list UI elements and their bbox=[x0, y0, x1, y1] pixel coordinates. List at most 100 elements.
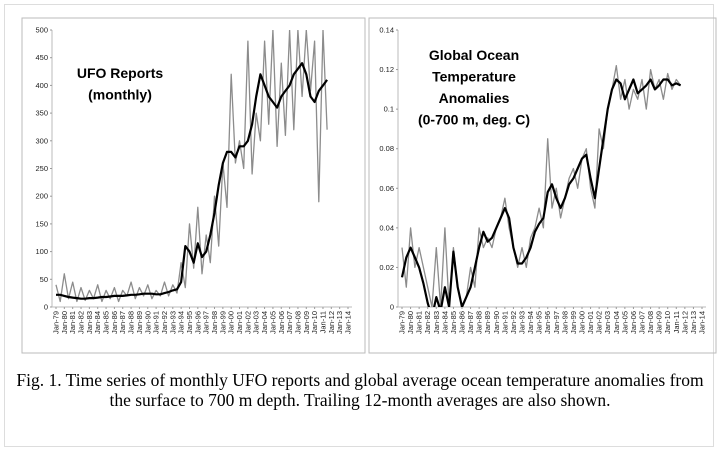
x-tick-label: Jan-03 bbox=[252, 311, 261, 334]
x-tick-label: Jan-99 bbox=[569, 311, 578, 334]
x-tick-label: Jan-98 bbox=[210, 311, 219, 334]
x-tick-label: Jan-03 bbox=[603, 311, 612, 334]
x-tick-label: Jan-08 bbox=[293, 311, 302, 334]
x-tick-label: Jan-13 bbox=[335, 311, 344, 334]
x-tick-label: Jan-06 bbox=[629, 311, 638, 334]
x-tick-label: Jan-80 bbox=[60, 311, 69, 334]
x-tick-label: Jan-07 bbox=[638, 311, 647, 334]
x-tick-label: Jan-84 bbox=[93, 311, 102, 334]
series-line bbox=[56, 62, 328, 300]
x-tick-label: Jan-81 bbox=[415, 311, 424, 334]
x-tick-label: Jan-96 bbox=[543, 311, 552, 334]
x-tick-label: Jan-07 bbox=[285, 311, 294, 334]
x-tick-label: Jan-83 bbox=[432, 311, 441, 334]
x-tick-label: Jan-96 bbox=[193, 311, 202, 334]
annotation: Global Ocean bbox=[429, 47, 519, 63]
x-tick-label: Jan-84 bbox=[440, 311, 449, 334]
y-tick-label: 0.14 bbox=[379, 26, 394, 35]
x-tick-label: Jan-06 bbox=[277, 311, 286, 334]
x-tick-label: Jan-79 bbox=[398, 311, 407, 334]
y-tick-label: 0.02 bbox=[379, 263, 394, 272]
x-tick-label: Jan-94 bbox=[526, 311, 535, 334]
annotation: Temperature bbox=[432, 69, 516, 85]
x-tick-label: Jan-85 bbox=[449, 311, 458, 334]
x-tick-label: Jan-12 bbox=[327, 311, 336, 334]
x-tick-label: Jan-80 bbox=[406, 311, 415, 334]
x-tick-label: Jan-13 bbox=[689, 311, 698, 334]
x-tick-label: Jan-12 bbox=[680, 311, 689, 334]
y-tick-label: 250 bbox=[35, 164, 48, 173]
y-tick-label: 0 bbox=[44, 303, 48, 312]
panel-border bbox=[21, 17, 366, 354]
annotation: (0-700 m, deg. C) bbox=[418, 112, 530, 128]
y-tick-label: 0 bbox=[390, 303, 394, 312]
y-tick-label: 450 bbox=[35, 53, 48, 62]
x-tick-label: Jan-94 bbox=[177, 311, 186, 334]
y-tick-label: 0.06 bbox=[379, 184, 394, 193]
series-line bbox=[55, 30, 328, 303]
x-tick-label: Jan-82 bbox=[77, 311, 86, 334]
y-tick-label: 0.12 bbox=[379, 65, 394, 74]
caption: Fig. 1. Time series of monthly UFO repor… bbox=[16, 370, 704, 410]
x-tick-label: Jan-86 bbox=[110, 311, 119, 334]
x-tick-label: Jan-87 bbox=[466, 311, 475, 334]
x-tick-label: Jan-90 bbox=[143, 311, 152, 334]
x-tick-label: Jan-85 bbox=[102, 311, 111, 334]
x-tick-label: Jan-90 bbox=[492, 311, 501, 334]
x-tick-label: Jan-95 bbox=[535, 311, 544, 334]
x-tick-label: Jan-91 bbox=[500, 311, 509, 334]
y-tick-label: 0.04 bbox=[379, 223, 394, 232]
x-tick-label: Jan-91 bbox=[152, 311, 161, 334]
x-tick-label: Jan-09 bbox=[655, 311, 664, 334]
x-tick-label: Jan-86 bbox=[458, 311, 467, 334]
x-tick-label: Jan-00 bbox=[578, 311, 587, 334]
y-tick-label: 400 bbox=[35, 81, 48, 90]
x-tick-label: Jan-01 bbox=[235, 311, 244, 334]
x-tick-label: Jan-92 bbox=[160, 311, 169, 334]
x-tick-label: Jan-81 bbox=[68, 311, 77, 334]
y-tick-label: 200 bbox=[35, 192, 48, 201]
x-tick-label: Jan-89 bbox=[135, 311, 144, 334]
panel-border bbox=[368, 17, 717, 354]
x-tick-label: Jan-82 bbox=[423, 311, 432, 334]
x-tick-label: Jan-04 bbox=[260, 311, 269, 334]
y-tick-label: 100 bbox=[35, 247, 48, 256]
x-tick-label: Jan-09 bbox=[302, 311, 311, 334]
x-tick-label: Jan-97 bbox=[552, 311, 561, 334]
y-tick-label: 150 bbox=[35, 219, 48, 228]
x-tick-label: Jan-11 bbox=[672, 311, 681, 333]
x-tick-label: Jan-98 bbox=[560, 311, 569, 334]
annotation: Anomalies bbox=[439, 90, 510, 106]
x-tick-label: Jan-93 bbox=[518, 311, 527, 334]
x-tick-label: Jan-04 bbox=[612, 311, 621, 334]
y-tick-label: 350 bbox=[35, 109, 48, 118]
x-tick-label: Jan-93 bbox=[168, 311, 177, 334]
annotation: (monthly) bbox=[88, 87, 152, 103]
x-tick-label: Jan-88 bbox=[127, 311, 136, 334]
x-tick-label: Jan-83 bbox=[85, 311, 94, 334]
y-tick-label: 500 bbox=[35, 26, 48, 35]
x-tick-label: Jan-11 bbox=[318, 311, 327, 333]
x-tick-label: Jan-02 bbox=[243, 311, 252, 334]
y-tick-label: 0.08 bbox=[379, 144, 394, 153]
series-line bbox=[401, 64, 682, 307]
x-tick-label: Jan-02 bbox=[595, 311, 604, 334]
x-tick-label: Jan-92 bbox=[509, 311, 518, 334]
y-tick-label: 50 bbox=[40, 275, 48, 284]
x-tick-label: Jan-99 bbox=[218, 311, 227, 334]
series-line bbox=[400, 78, 682, 307]
annotation: UFO Reports bbox=[77, 65, 164, 81]
y-tick-label: 300 bbox=[35, 136, 48, 145]
x-tick-label: Jan-08 bbox=[646, 311, 655, 334]
x-tick-label: Jan-79 bbox=[52, 311, 61, 334]
x-tick-label: Jan-87 bbox=[118, 311, 127, 334]
x-tick-label: Jan-10 bbox=[310, 311, 319, 334]
x-tick-label: Jan-01 bbox=[586, 311, 595, 334]
x-tick-label: Jan-10 bbox=[663, 311, 672, 334]
x-tick-label: Jan-05 bbox=[620, 311, 629, 334]
x-tick-label: Jan-14 bbox=[698, 311, 707, 334]
figure bbox=[4, 4, 714, 447]
x-tick-label: Jan-89 bbox=[483, 311, 492, 334]
y-tick-label: 0.1 bbox=[384, 105, 394, 114]
